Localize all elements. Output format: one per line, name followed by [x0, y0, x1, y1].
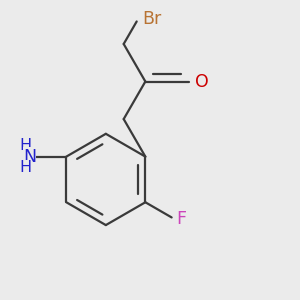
Text: H: H [19, 160, 31, 175]
Text: Br: Br [142, 10, 162, 28]
Text: H: H [19, 138, 31, 153]
Text: F: F [176, 210, 186, 228]
Text: N: N [23, 148, 36, 166]
Text: O: O [195, 73, 208, 91]
